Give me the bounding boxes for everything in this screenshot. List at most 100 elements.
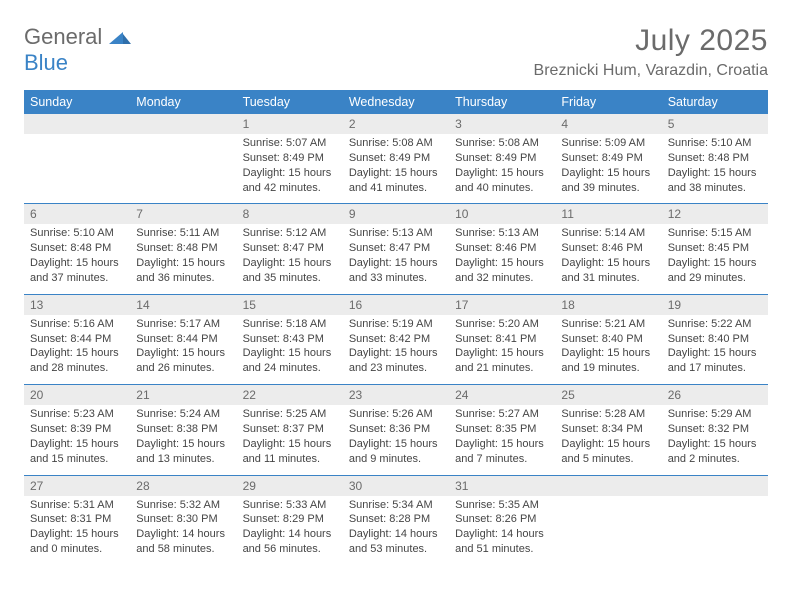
title-block: July 2025 Breznicki Hum, Varazdin, Croat… <box>534 24 768 80</box>
daylight-line: Daylight: 15 hours <box>561 256 655 271</box>
day-cell <box>662 496 768 565</box>
daylight-line: Daylight: 14 hours <box>243 527 337 542</box>
sunrise-line: Sunrise: 5:15 AM <box>668 226 762 241</box>
day-cell: Sunrise: 5:10 AMSunset: 8:48 PMDaylight:… <box>24 224 130 294</box>
day-cell <box>24 134 130 204</box>
sunset-line: Sunset: 8:48 PM <box>30 241 124 256</box>
sunrise-line: Sunrise: 5:20 AM <box>455 317 549 332</box>
daylight-line: Daylight: 15 hours <box>455 346 549 361</box>
day-number: 14 <box>130 294 236 315</box>
sunset-line: Sunset: 8:37 PM <box>243 422 337 437</box>
sunrise-line: Sunrise: 5:17 AM <box>136 317 230 332</box>
logo-mark-icon <box>109 31 131 48</box>
day-cell: Sunrise: 5:09 AMSunset: 8:49 PMDaylight:… <box>555 134 661 204</box>
sunrise-line: Sunrise: 5:35 AM <box>455 498 549 513</box>
sunset-line: Sunset: 8:42 PM <box>349 332 443 347</box>
sunset-line: Sunset: 8:49 PM <box>349 151 443 166</box>
daylight-line: and 0 minutes. <box>30 542 124 557</box>
sunrise-line: Sunrise: 5:27 AM <box>455 407 549 422</box>
daylight-line: Daylight: 15 hours <box>455 256 549 271</box>
day-number: 30 <box>343 475 449 496</box>
sunset-line: Sunset: 8:32 PM <box>668 422 762 437</box>
sunrise-line: Sunrise: 5:24 AM <box>136 407 230 422</box>
weekday-header: Monday <box>130 90 236 114</box>
sunrise-line: Sunrise: 5:08 AM <box>349 136 443 151</box>
daylight-line: Daylight: 15 hours <box>455 166 549 181</box>
daylight-line: Daylight: 15 hours <box>349 437 443 452</box>
sunset-line: Sunset: 8:45 PM <box>668 241 762 256</box>
sunrise-line: Sunrise: 5:08 AM <box>455 136 549 151</box>
day-cell: Sunrise: 5:27 AMSunset: 8:35 PMDaylight:… <box>449 405 555 475</box>
daylight-line: and 7 minutes. <box>455 452 549 467</box>
sunset-line: Sunset: 8:47 PM <box>243 241 337 256</box>
sunrise-line: Sunrise: 5:14 AM <box>561 226 655 241</box>
day-number <box>130 114 236 134</box>
daylight-line: and 53 minutes. <box>349 542 443 557</box>
sunset-line: Sunset: 8:46 PM <box>455 241 549 256</box>
day-number: 13 <box>24 294 130 315</box>
daylight-line: Daylight: 15 hours <box>136 256 230 271</box>
sunrise-line: Sunrise: 5:25 AM <box>243 407 337 422</box>
daylight-line: and 23 minutes. <box>349 361 443 376</box>
day-number: 27 <box>24 475 130 496</box>
day-cell: Sunrise: 5:10 AMSunset: 8:48 PMDaylight:… <box>662 134 768 204</box>
daylight-line: Daylight: 15 hours <box>668 346 762 361</box>
sunrise-line: Sunrise: 5:12 AM <box>243 226 337 241</box>
day-cell: Sunrise: 5:18 AMSunset: 8:43 PMDaylight:… <box>237 315 343 385</box>
daylight-line: Daylight: 14 hours <box>455 527 549 542</box>
daylight-line: and 35 minutes. <box>243 271 337 286</box>
sunset-line: Sunset: 8:34 PM <box>561 422 655 437</box>
day-cell: Sunrise: 5:21 AMSunset: 8:40 PMDaylight:… <box>555 315 661 385</box>
sunset-line: Sunset: 8:47 PM <box>349 241 443 256</box>
day-number: 21 <box>130 385 236 406</box>
day-cell: Sunrise: 5:13 AMSunset: 8:46 PMDaylight:… <box>449 224 555 294</box>
day-number: 19 <box>662 294 768 315</box>
day-cell: Sunrise: 5:22 AMSunset: 8:40 PMDaylight:… <box>662 315 768 385</box>
daylight-line: and 9 minutes. <box>349 452 443 467</box>
sunset-line: Sunset: 8:49 PM <box>243 151 337 166</box>
day-number: 7 <box>130 204 236 225</box>
daylight-line: and 38 minutes. <box>668 181 762 196</box>
topbar: General Blue July 2025 Breznicki Hum, Va… <box>24 24 768 80</box>
day-number: 9 <box>343 204 449 225</box>
day-number <box>24 114 130 134</box>
sunset-line: Sunset: 8:35 PM <box>455 422 549 437</box>
week-daynum-row: 2728293031 <box>24 475 768 496</box>
daylight-line: Daylight: 15 hours <box>668 256 762 271</box>
sunrise-line: Sunrise: 5:32 AM <box>136 498 230 513</box>
week-body-row: Sunrise: 5:23 AMSunset: 8:39 PMDaylight:… <box>24 405 768 475</box>
sunset-line: Sunset: 8:43 PM <box>243 332 337 347</box>
logo: General Blue <box>24 24 131 76</box>
sunset-line: Sunset: 8:46 PM <box>561 241 655 256</box>
sunrise-line: Sunrise: 5:34 AM <box>349 498 443 513</box>
location-subtitle: Breznicki Hum, Varazdin, Croatia <box>534 62 768 80</box>
sunset-line: Sunset: 8:39 PM <box>30 422 124 437</box>
daylight-line: and 13 minutes. <box>136 452 230 467</box>
daylight-line: Daylight: 15 hours <box>136 437 230 452</box>
sunset-line: Sunset: 8:44 PM <box>30 332 124 347</box>
daylight-line: and 51 minutes. <box>455 542 549 557</box>
daylight-line: Daylight: 15 hours <box>561 346 655 361</box>
day-number: 20 <box>24 385 130 406</box>
sunset-line: Sunset: 8:26 PM <box>455 512 549 527</box>
day-cell: Sunrise: 5:08 AMSunset: 8:49 PMDaylight:… <box>449 134 555 204</box>
daylight-line: Daylight: 15 hours <box>243 346 337 361</box>
sunset-line: Sunset: 8:44 PM <box>136 332 230 347</box>
day-number: 12 <box>662 204 768 225</box>
daylight-line: Daylight: 15 hours <box>30 256 124 271</box>
day-cell: Sunrise: 5:29 AMSunset: 8:32 PMDaylight:… <box>662 405 768 475</box>
day-cell: Sunrise: 5:14 AMSunset: 8:46 PMDaylight:… <box>555 224 661 294</box>
daylight-line: and 15 minutes. <box>30 452 124 467</box>
logo-word-blue: Blue <box>24 50 68 75</box>
day-cell: Sunrise: 5:12 AMSunset: 8:47 PMDaylight:… <box>237 224 343 294</box>
sunset-line: Sunset: 8:36 PM <box>349 422 443 437</box>
daylight-line: and 31 minutes. <box>561 271 655 286</box>
sunrise-line: Sunrise: 5:21 AM <box>561 317 655 332</box>
daylight-line: Daylight: 15 hours <box>668 437 762 452</box>
day-number: 3 <box>449 114 555 134</box>
day-number: 6 <box>24 204 130 225</box>
daylight-line: and 28 minutes. <box>30 361 124 376</box>
daylight-line: and 56 minutes. <box>243 542 337 557</box>
day-cell: Sunrise: 5:20 AMSunset: 8:41 PMDaylight:… <box>449 315 555 385</box>
daylight-line: Daylight: 15 hours <box>30 527 124 542</box>
